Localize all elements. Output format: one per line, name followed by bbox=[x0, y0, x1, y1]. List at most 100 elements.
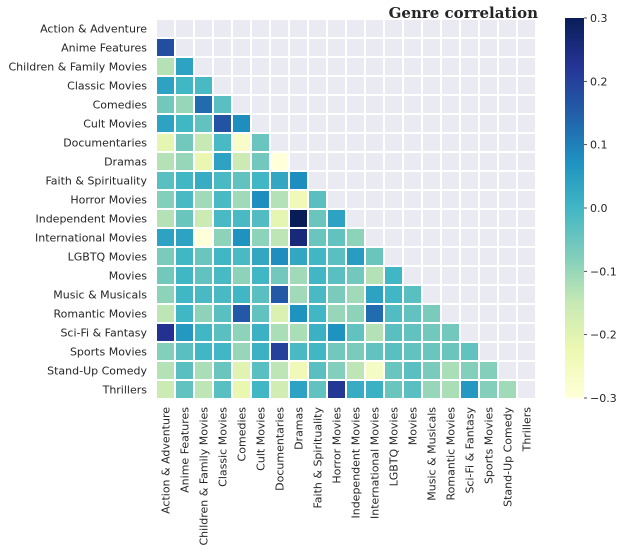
masked-cell bbox=[288, 18, 309, 39]
heatmap-cell bbox=[250, 341, 271, 362]
masked-cell bbox=[440, 246, 461, 267]
heatmap-cell bbox=[250, 360, 271, 381]
heatmap-cell bbox=[326, 360, 347, 381]
masked-cell bbox=[364, 18, 385, 39]
masked-cell bbox=[459, 75, 480, 96]
masked-cell bbox=[307, 151, 328, 172]
heatmap-cell bbox=[307, 265, 328, 286]
masked-cell bbox=[269, 75, 290, 96]
masked-cell bbox=[421, 246, 442, 267]
heatmap-cell bbox=[383, 322, 404, 343]
masked-cell bbox=[345, 56, 366, 77]
heatmap-cell bbox=[497, 379, 518, 400]
heatmap-cell bbox=[345, 284, 366, 305]
masked-cell bbox=[288, 94, 309, 115]
x-tick-label: Sci-Fi & Fantasy bbox=[464, 407, 477, 494]
heatmap-cell bbox=[345, 246, 366, 267]
masked-cell bbox=[364, 56, 385, 77]
masked-cell bbox=[307, 37, 328, 58]
x-tick-label: Music & Musicals bbox=[426, 407, 439, 501]
heatmap-cell bbox=[288, 208, 309, 229]
heatmap-cell bbox=[364, 322, 385, 343]
masked-cell bbox=[231, 18, 252, 39]
y-tick-label: International Movies bbox=[35, 232, 147, 245]
heatmap-cell bbox=[326, 265, 347, 286]
masked-cell bbox=[345, 18, 366, 39]
masked-cell bbox=[497, 303, 518, 324]
masked-cell bbox=[288, 132, 309, 153]
masked-cell bbox=[497, 151, 518, 172]
masked-cell bbox=[516, 341, 537, 362]
masked-cell bbox=[326, 75, 347, 96]
masked-cell bbox=[459, 284, 480, 305]
masked-cell bbox=[421, 75, 442, 96]
masked-cell bbox=[516, 246, 537, 267]
masked-cell bbox=[288, 56, 309, 77]
heatmap-cell bbox=[269, 227, 290, 248]
masked-cell bbox=[440, 94, 461, 115]
heatmap-cell bbox=[250, 189, 271, 210]
heatmap-cell bbox=[174, 360, 195, 381]
masked-cell bbox=[383, 170, 404, 191]
y-tick-label: Dramas bbox=[104, 156, 147, 169]
heatmap-cell bbox=[231, 341, 252, 362]
masked-cell bbox=[440, 37, 461, 58]
heatmap-cell bbox=[269, 208, 290, 229]
heatmap-cell bbox=[212, 246, 233, 267]
heatmap-cell bbox=[383, 303, 404, 324]
masked-cell bbox=[212, 56, 233, 77]
heatmap-cell bbox=[174, 151, 195, 172]
heatmap-cell bbox=[174, 75, 195, 96]
masked-cell bbox=[421, 151, 442, 172]
masked-cell bbox=[421, 94, 442, 115]
masked-cell bbox=[478, 227, 499, 248]
masked-cell bbox=[383, 151, 404, 172]
heatmap-cell bbox=[174, 246, 195, 267]
y-tick-labels: Action & Adventure Anime Features Children… bbox=[8, 23, 147, 397]
heatmap-cell bbox=[250, 208, 271, 229]
masked-cell bbox=[326, 56, 347, 77]
masked-cell bbox=[288, 75, 309, 96]
heatmap-cell bbox=[307, 341, 328, 362]
masked-cell bbox=[326, 18, 347, 39]
heatmap-cell bbox=[193, 360, 214, 381]
heatmap-cell bbox=[288, 379, 309, 400]
heatmap-cell bbox=[212, 189, 233, 210]
masked-cell bbox=[307, 56, 328, 77]
masked-cell bbox=[231, 56, 252, 77]
masked-cell bbox=[459, 151, 480, 172]
masked-cell bbox=[193, 56, 214, 77]
masked-cell bbox=[421, 37, 442, 58]
masked-cell bbox=[364, 227, 385, 248]
heatmap-cell bbox=[307, 284, 328, 305]
heatmap-cell bbox=[421, 379, 442, 400]
heatmap-cell bbox=[231, 379, 252, 400]
heatmap-cell bbox=[155, 75, 176, 96]
heatmap-cell bbox=[250, 227, 271, 248]
masked-cell bbox=[345, 189, 366, 210]
masked-cell bbox=[459, 37, 480, 58]
masked-cell bbox=[402, 132, 423, 153]
heatmap-cell bbox=[174, 303, 195, 324]
masked-cell bbox=[421, 284, 442, 305]
heatmap-cell bbox=[364, 360, 385, 381]
masked-cell bbox=[345, 37, 366, 58]
heatmap-cell bbox=[288, 189, 309, 210]
heatmap-cell bbox=[250, 132, 271, 153]
masked-cell bbox=[402, 37, 423, 58]
heatmap-cell bbox=[193, 379, 214, 400]
x-tick-label: Movies bbox=[407, 407, 420, 446]
heatmap-cell bbox=[269, 303, 290, 324]
heatmap-cell bbox=[383, 379, 404, 400]
colorbar-tick-label: −0.1 bbox=[590, 265, 617, 278]
heatmap-cell bbox=[364, 379, 385, 400]
masked-cell bbox=[326, 170, 347, 191]
heatmap-cell bbox=[193, 265, 214, 286]
masked-cell bbox=[307, 170, 328, 191]
masked-cell bbox=[497, 284, 518, 305]
masked-cell bbox=[440, 113, 461, 134]
masked-cell bbox=[516, 303, 537, 324]
masked-cell bbox=[516, 37, 537, 58]
heatmap-cell bbox=[231, 360, 252, 381]
